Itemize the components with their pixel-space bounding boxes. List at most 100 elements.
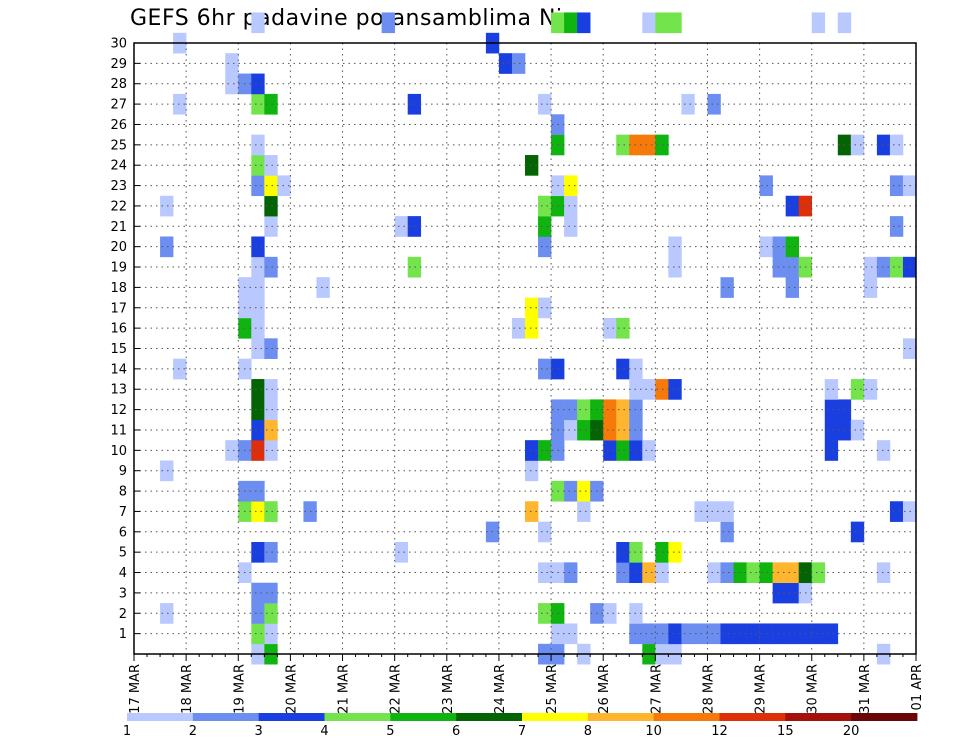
heatmap-cell: [564, 195, 578, 217]
heatmap-cell: [785, 562, 799, 584]
y-tick-label: 10: [110, 444, 127, 459]
x-tick-label: 29 MAR: [754, 664, 769, 714]
heatmap-cell: [173, 358, 187, 380]
y-tick-label: 3: [119, 586, 127, 601]
heatmap-cell: [759, 236, 773, 258]
x-tick-label: 28 MAR: [701, 664, 716, 714]
colorbar-swatch: [719, 713, 786, 721]
heatmap-cell: [746, 562, 760, 584]
heatmap-cell: [538, 562, 552, 584]
heatmap-cell: [616, 134, 630, 156]
colorbar-swatch: [587, 713, 655, 721]
heatmap-cell: [564, 419, 578, 441]
x-tick-label: 24 MAR: [493, 664, 508, 714]
grid-layer: [134, 43, 916, 654]
heatmap-cell: [616, 419, 630, 441]
colorbar-swatch: [851, 713, 918, 721]
heatmap-cell: [577, 419, 591, 441]
heatmap-cell: [538, 521, 552, 543]
heatmap-cell: [720, 623, 734, 645]
y-tick-label: 7: [119, 505, 127, 520]
heatmap-cell: [251, 93, 265, 115]
heatmap-cell: [538, 236, 552, 258]
heatmap-cell: [160, 195, 174, 217]
heatmap-cell: [668, 541, 682, 563]
heatmap-cell: [720, 501, 734, 522]
heatmap-cell: [603, 419, 617, 441]
heatmap-cell: [655, 12, 669, 34]
heatmap-cell: [264, 419, 278, 441]
heatmap-cell: [720, 277, 734, 298]
heatmap-cell: [850, 521, 865, 543]
colorbar-swatch: [456, 713, 523, 721]
heatmap-cell: [668, 236, 682, 258]
heatmap-cell: [564, 562, 578, 584]
heatmap-cell: [251, 501, 265, 522]
heatmap-cell: [772, 623, 786, 645]
x-tick-label: 31 MAR: [858, 664, 873, 714]
heatmap-cell: [707, 501, 721, 522]
heatmap-cell: [525, 155, 539, 176]
heatmap-cell: [251, 277, 265, 298]
heatmap-cell: [394, 541, 408, 563]
colorbar: 1 2 3 4 5 6 7 8 10 12 15 20: [123, 713, 918, 739]
heatmap-cell: [225, 53, 239, 74]
heatmap-cell: [876, 256, 891, 278]
heatmap-cell: [264, 582, 278, 604]
colorbar-label: 2: [189, 724, 197, 739]
heatmap-cell: [251, 317, 265, 339]
heatmap-cell: [251, 541, 265, 563]
heatmap-cell: [889, 216, 904, 237]
heatmap-cell: [642, 12, 656, 34]
heatmap-cell: [251, 338, 265, 359]
heatmap-cell: [785, 277, 799, 298]
heatmap-cell: [850, 379, 865, 400]
colorbar-swatch: [522, 713, 589, 721]
heatmap-cell: [538, 216, 552, 237]
chart-title: GEFS 6hr padavine po ansamblima Nis: [130, 6, 575, 31]
heatmap-cell: [759, 175, 773, 197]
y-tick-label: 17: [110, 301, 127, 316]
colorbar-label: 12: [711, 724, 728, 739]
y-tick-label: 5: [119, 546, 127, 561]
heatmap-cell: [616, 562, 630, 584]
y-tick-label: 20: [110, 240, 127, 255]
heatmap-cell: [251, 440, 265, 461]
y-tick-label: 15: [110, 342, 127, 357]
heatmap-cell: [251, 582, 265, 604]
heatmap-cell: [577, 12, 591, 34]
heatmap-cell: [616, 541, 630, 563]
ticks-layer: 1234567891011121314151617181920212223242…: [110, 37, 925, 714]
x-tick-label: 21 MAR: [337, 664, 352, 714]
heatmap-cell: [824, 379, 839, 400]
heatmap-cell: [538, 297, 552, 319]
heatmap-cell: [251, 379, 265, 400]
heatmap-cell: [785, 256, 799, 278]
y-tick-label: 26: [110, 118, 127, 133]
heatmap-cell: [642, 379, 656, 400]
heatmap-cell: [824, 419, 839, 441]
colorbar-label: 8: [584, 724, 592, 739]
y-tick-label: 19: [110, 261, 127, 276]
heatmap-cell: [707, 623, 721, 645]
heatmap-cell: [889, 256, 904, 278]
y-tick-label: 12: [110, 403, 127, 418]
heatmap-cell: [264, 93, 278, 115]
heatmap-cell: [394, 216, 408, 237]
heatmap-cell: [642, 623, 656, 645]
heatmap-cell: [876, 134, 891, 156]
heatmap-cell: [603, 603, 617, 624]
heatmap-cell: [577, 399, 591, 421]
heatmap-cell: [251, 155, 265, 176]
heatmap-cell: [642, 440, 656, 461]
heatmap-cell: [525, 460, 539, 482]
heatmap-cell: [251, 134, 265, 156]
heatmap-cell: [564, 399, 578, 421]
heatmap-cell: [264, 175, 278, 197]
heatmap-cell: [863, 277, 878, 298]
heatmap-cell: [316, 277, 330, 298]
heatmap-cell: [511, 53, 526, 74]
heatmap-cell: [538, 195, 552, 217]
heatmap-cell: [511, 317, 526, 339]
